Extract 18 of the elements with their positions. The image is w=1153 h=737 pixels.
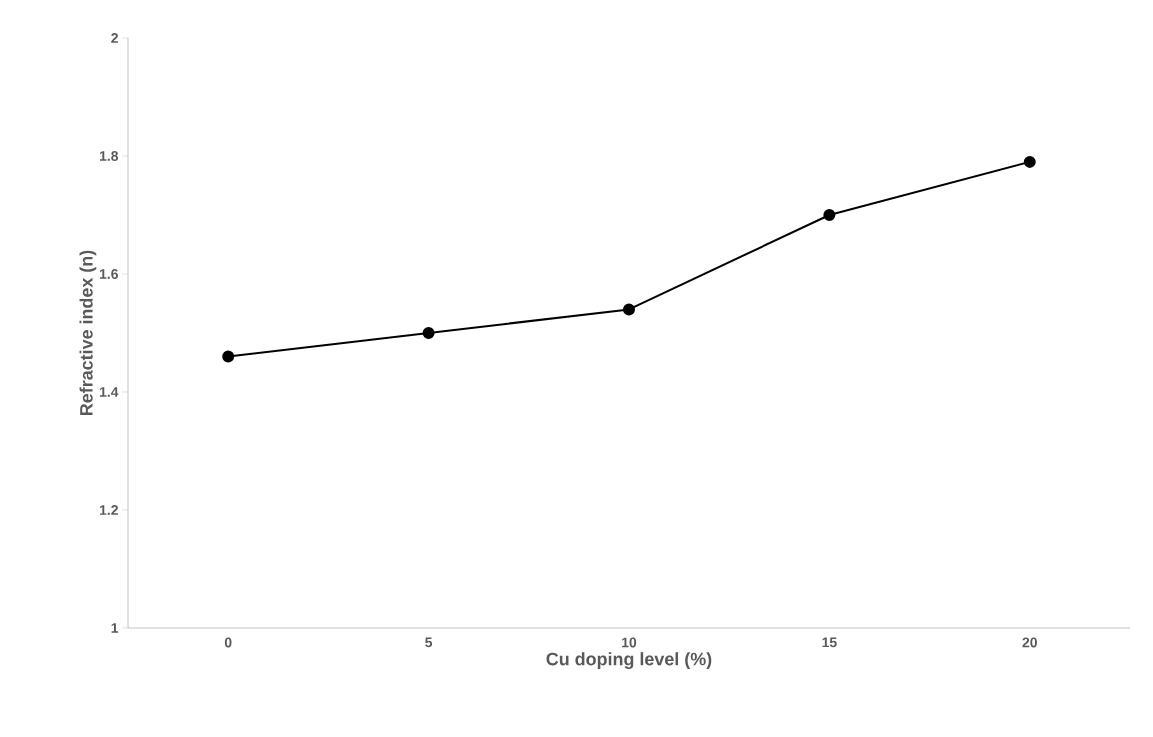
y-tick-label: 1: [111, 623, 119, 633]
y-tick-label: 1.2: [99, 505, 118, 515]
y-axis-title: Refractive index (n): [79, 250, 97, 415]
y-tick-label: 1.6: [99, 269, 118, 279]
x-tick-label: 0: [224, 637, 232, 648]
point: [222, 350, 235, 363]
y-tick-label: 1.4: [99, 387, 119, 397]
point: [823, 208, 836, 221]
point: [1023, 155, 1036, 168]
x-tick-label: 10: [622, 637, 637, 648]
y-tick-label: 1.8: [99, 151, 119, 161]
point: [622, 303, 635, 316]
point: [422, 326, 435, 339]
x-tick-label: 15: [822, 637, 837, 648]
x-tick-label: 5: [425, 637, 433, 648]
x-axis-title: Cu doping level (%): [546, 652, 712, 670]
x-tick-label: 20: [1022, 637, 1037, 648]
y-tick-label: 2: [111, 33, 118, 43]
